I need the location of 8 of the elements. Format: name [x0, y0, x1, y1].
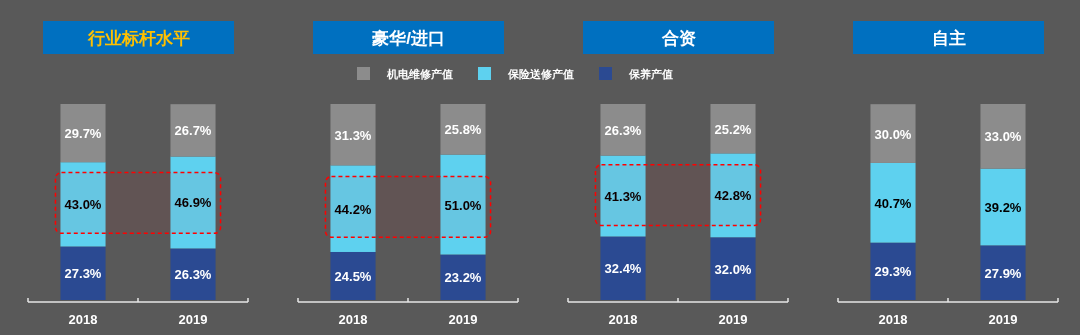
- title: 合资: [583, 21, 774, 54]
- title: 豪华/进口: [313, 21, 504, 54]
- chart-title: 豪华/进口: [371, 29, 445, 48]
- title: 自主: [853, 21, 1044, 54]
- title: 行业标杆水平: [43, 21, 234, 54]
- chart-title: 合资: [660, 29, 696, 48]
- chart-title: 自主: [931, 29, 966, 48]
- chart-title: 行业标杆水平: [86, 29, 190, 48]
